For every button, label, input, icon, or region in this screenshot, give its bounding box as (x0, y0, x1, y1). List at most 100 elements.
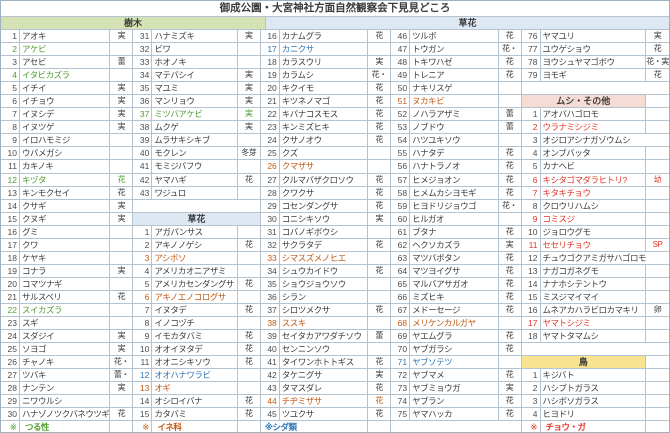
species-name-cell[interactable]: センニンソウ (280, 343, 369, 356)
row-number-cell[interactable]: 3 (1, 56, 20, 69)
row-number-cell[interactable]: 31 (261, 225, 280, 238)
species-name-cell[interactable]: ミツバアケビ (152, 108, 238, 121)
row-number-cell[interactable]: 63 (391, 251, 411, 264)
row-number-cell[interactable]: 2 (522, 382, 541, 395)
status-cell[interactable] (499, 134, 522, 147)
row-number-cell[interactable]: 68 (391, 317, 411, 330)
row-number-cell[interactable]: 39 (261, 330, 280, 343)
species-name-cell[interactable]: オシロイバナ (152, 395, 238, 408)
species-name-cell[interactable]: ナガコガネグモ (541, 264, 646, 277)
status-cell[interactable]: 花・実 (646, 57, 669, 67)
status-cell[interactable]: 花 (368, 82, 392, 95)
status-cell[interactable]: 花 (499, 290, 522, 303)
row-number-cell[interactable]: 7 (1, 108, 20, 121)
row-number-cell[interactable]: 20 (261, 82, 280, 95)
species-name-cell[interactable]: タイワンホトトギス (280, 356, 369, 369)
species-name-cell[interactable]: スギ (20, 317, 111, 330)
status-cell[interactable]: 実 (110, 343, 134, 356)
species-name-cell[interactable]: クズ (280, 147, 369, 160)
species-name-cell[interactable]: ヤブマメ (410, 369, 499, 382)
row-number-cell[interactable]: 25 (261, 147, 280, 160)
status-cell[interactable]: SP (652, 239, 663, 249)
status-cell[interactable] (238, 290, 261, 303)
status-cell[interactable] (499, 82, 522, 95)
species-name-cell[interactable]: ヨウシュヤマゴボウ (541, 56, 646, 69)
row-number-cell[interactable]: 27 (1, 369, 20, 382)
species-name-cell[interactable]: ハナミズキ (152, 30, 238, 43)
species-name-cell[interactable]: ハツユキソウ (410, 134, 499, 147)
row-number-cell[interactable]: 61 (391, 225, 411, 238)
row-number-cell[interactable]: 22 (1, 303, 20, 317)
species-name-cell[interactable]: イヌツゲ (20, 121, 111, 134)
species-name-cell[interactable]: ヤマトシジミ (541, 317, 646, 330)
row-number-cell[interactable]: 15 (522, 290, 541, 303)
status-cell[interactable] (499, 317, 522, 330)
row-number-cell[interactable]: 7 (133, 303, 153, 317)
species-name-cell[interactable]: クルマバザクロソウ (280, 173, 369, 186)
species-name-cell[interactable]: ススキ (280, 317, 369, 330)
species-name-cell[interactable]: グミ (20, 225, 111, 238)
group-header-trees[interactable]: 樹木 (1, 17, 266, 30)
row-number-cell[interactable]: 8 (133, 317, 153, 330)
species-name-cell[interactable]: タケニグサ (280, 369, 369, 382)
row-number-cell[interactable]: 13 (522, 264, 541, 277)
species-name-cell[interactable]: ナナホシテントウ (541, 277, 646, 290)
species-name-cell[interactable]: ショウジョウソウ (280, 277, 369, 290)
species-name-cell[interactable]: ソヨゴ (20, 343, 111, 356)
row-number-cell[interactable]: 30 (1, 408, 20, 421)
row-number-cell[interactable]: 43 (133, 186, 153, 199)
species-name-cell[interactable]: キクイモ (280, 82, 369, 95)
status-cell[interactable] (110, 160, 134, 173)
row-number-cell[interactable]: 38 (133, 121, 153, 134)
status-cell[interactable] (238, 251, 261, 264)
species-name-cell[interactable]: ノブドウ (410, 121, 499, 134)
row-number-cell[interactable]: 40 (261, 343, 280, 356)
species-name-cell[interactable]: シマスズメノヒエ (280, 251, 369, 264)
species-name-cell[interactable]: アシボソ (152, 251, 238, 264)
section-header[interactable]: ムシ・その他 (521, 95, 646, 108)
row-number-cell[interactable]: 15 (1, 212, 20, 225)
status-cell[interactable]: 蕾・実 (110, 369, 134, 382)
status-cell[interactable] (238, 43, 261, 56)
row-number-cell[interactable]: 5 (522, 160, 541, 173)
row-number-cell[interactable]: 35 (133, 82, 153, 95)
row-number-cell[interactable]: 1 (522, 108, 541, 121)
status-cell[interactable] (646, 134, 669, 146)
species-name-cell[interactable]: クマザサ (280, 160, 369, 173)
status-cell[interactable]: 花 (499, 56, 522, 69)
species-name-cell[interactable]: ツルボ (410, 30, 499, 43)
status-cell[interactable] (368, 160, 392, 173)
row-number-cell[interactable]: 1 (522, 369, 541, 382)
footnote-label-cell[interactable]: チョウ・ガ (541, 421, 646, 432)
species-name-cell[interactable]: コミスジ (541, 212, 646, 225)
row-number-cell[interactable]: 4 (1, 69, 20, 82)
status-cell[interactable]: 幼 (653, 174, 662, 184)
status-cell[interactable]: 実 (110, 264, 134, 277)
status-cell[interactable] (646, 408, 669, 420)
species-name-cell[interactable]: アオキ (20, 30, 111, 43)
species-name-cell[interactable]: シュウカイドウ (280, 264, 369, 277)
status-cell[interactable] (110, 303, 134, 317)
status-cell[interactable] (499, 356, 522, 369)
species-name-cell[interactable]: コナラ (20, 264, 111, 277)
status-cell[interactable]: 実 (110, 82, 134, 95)
status-cell[interactable] (110, 251, 134, 264)
status-cell[interactable]: 花・実 (499, 43, 522, 56)
row-number-cell[interactable]: 3 (522, 395, 541, 408)
row-number-cell[interactable]: 18 (261, 56, 280, 69)
row-number-cell[interactable]: 45 (261, 408, 280, 421)
species-name-cell[interactable]: ハシブトガラス (541, 382, 646, 395)
status-cell[interactable]: 花 (499, 369, 522, 382)
row-number-cell[interactable]: 66 (391, 290, 411, 303)
species-name-cell[interactable]: ウバメガシ (20, 147, 111, 160)
species-name-cell[interactable]: ニワウルシ (20, 395, 111, 408)
status-cell[interactable] (646, 213, 669, 225)
row-number-cell[interactable]: 74 (391, 395, 411, 408)
row-number-cell[interactable]: 47 (391, 43, 411, 56)
species-name-cell[interactable]: ヒメジョオン (410, 173, 499, 186)
row-number-cell[interactable]: 35 (261, 277, 280, 290)
row-number-cell[interactable]: 3 (522, 134, 541, 147)
row-number-cell[interactable]: 70 (391, 343, 411, 356)
species-name-cell[interactable]: ヤマユリ (541, 30, 646, 43)
row-number-cell[interactable]: 34 (133, 69, 153, 82)
